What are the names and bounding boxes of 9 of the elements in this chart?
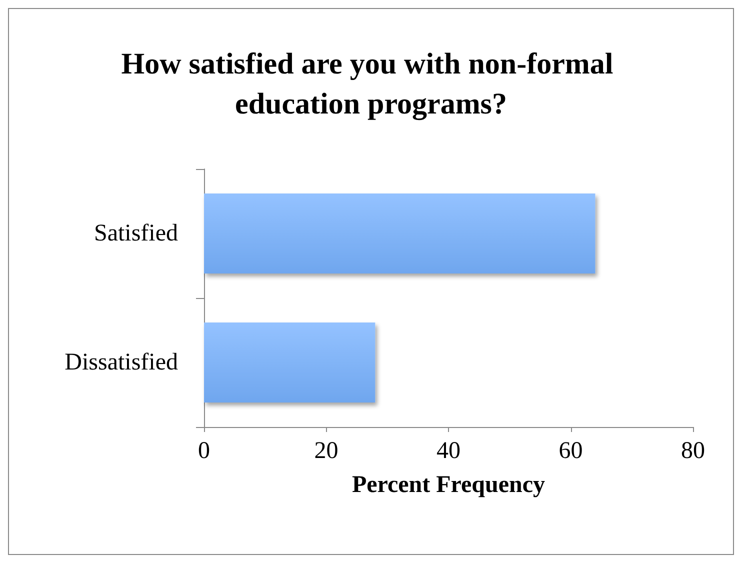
- chart-title: How satisfied are you with non-formal education programs?: [121, 48, 621, 120]
- x-axis-title: Percent Frequency: [352, 472, 546, 498]
- y-tick-label: Dissatisfied: [64, 350, 178, 376]
- x-tick-label: 20: [314, 438, 338, 464]
- x-tick-label: 80: [681, 438, 705, 464]
- y-tick-label: Satisfied: [94, 220, 178, 246]
- x-tick-label: 60: [558, 438, 583, 464]
- x-tick-label: 40: [436, 438, 460, 464]
- x-tick-label: 0: [198, 438, 210, 464]
